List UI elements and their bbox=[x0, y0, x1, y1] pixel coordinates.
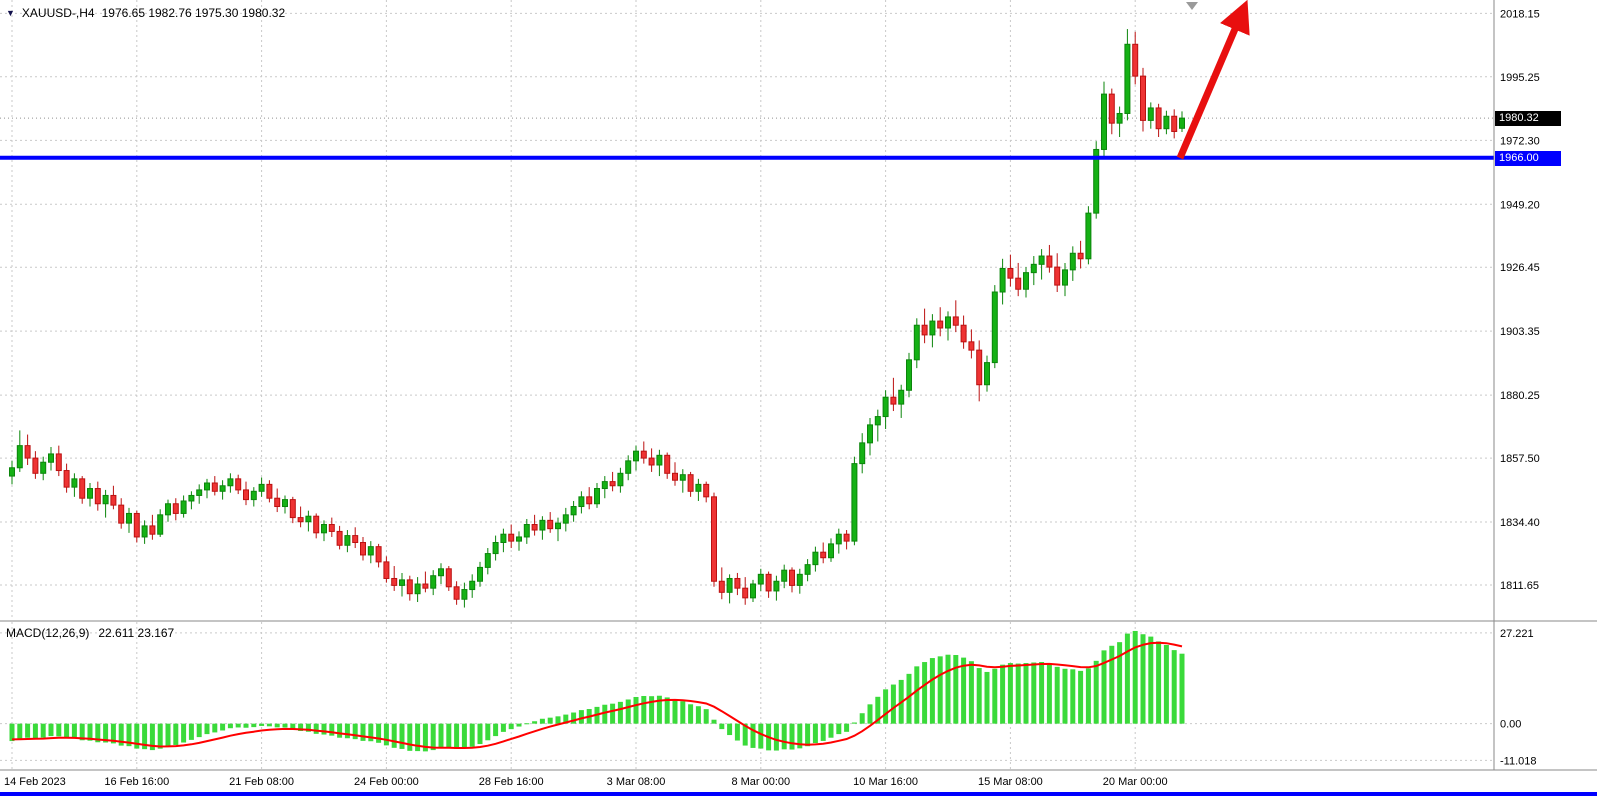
svg-text:1857.50: 1857.50 bbox=[1500, 453, 1540, 465]
chart-shift-marker-icon bbox=[1186, 2, 1198, 10]
macd-histogram bbox=[9, 630, 1185, 752]
time-axis[interactable] bbox=[0, 770, 1494, 794]
svg-text:16 Feb 16:00: 16 Feb 16:00 bbox=[104, 776, 169, 788]
symbol-period-label: XAUUSD-,H4 bbox=[21, 6, 95, 20]
grid-layer bbox=[0, 0, 1494, 769]
trend-arrow-object[interactable] bbox=[1176, 0, 1250, 160]
svg-text:8 Mar 00:00: 8 Mar 00:00 bbox=[731, 776, 790, 788]
svg-text:20 Mar 00:00: 20 Mar 00:00 bbox=[1103, 776, 1168, 788]
quick-trade-dropdown-icon[interactable]: ▼ bbox=[6, 8, 15, 18]
svg-text:10 Mar 16:00: 10 Mar 16:00 bbox=[853, 776, 918, 788]
window-bottom-border bbox=[0, 792, 1597, 796]
price-axis-labels: 2018.15 1995.25 1972.30 1949.20 1926.45 1903.… bbox=[1500, 8, 1540, 592]
macd-signal-line bbox=[11, 641, 1183, 749]
svg-text:1972.30: 1972.30 bbox=[1500, 135, 1540, 147]
svg-text:1880.25: 1880.25 bbox=[1500, 390, 1540, 402]
svg-text:21 Feb 08:00: 21 Feb 08:00 bbox=[229, 776, 294, 788]
svg-text:2018.15: 2018.15 bbox=[1500, 8, 1540, 20]
hline-price-badge: 1966.00 bbox=[1495, 151, 1561, 166]
svg-text:15 Mar 08:00: 15 Mar 08:00 bbox=[978, 776, 1043, 788]
svg-text:14 Feb 2023: 14 Feb 2023 bbox=[4, 776, 66, 788]
svg-text:1811.65: 1811.65 bbox=[1500, 580, 1539, 592]
macd-name-label: MACD(12,26,9) bbox=[6, 626, 90, 640]
time-axis-labels: 14 Feb 2023 16 Feb 16:00 21 Feb 08:00 24 Fe… bbox=[4, 776, 1168, 788]
svg-text:1903.35: 1903.35 bbox=[1500, 326, 1540, 338]
svg-text:0.00: 0.00 bbox=[1500, 719, 1521, 731]
current-price-badge: 1980.32 bbox=[1495, 111, 1561, 126]
ohlc-values-label: 1976.65 1982.76 1975.30 1980.32 bbox=[101, 6, 286, 20]
svg-text:28 Feb 16:00: 28 Feb 16:00 bbox=[479, 776, 544, 788]
svg-text:3 Mar 08:00: 3 Mar 08:00 bbox=[607, 776, 666, 788]
svg-text:27.221: 27.221 bbox=[1500, 628, 1534, 640]
candles-layer bbox=[9, 29, 1185, 608]
svg-text:1834.40: 1834.40 bbox=[1500, 517, 1540, 529]
macd-values-label: 22.611 23.167 bbox=[98, 626, 175, 640]
macd-indicator-label: MACD(12,26,9) 22.611 23.167 bbox=[6, 626, 174, 640]
svg-text:1949.20: 1949.20 bbox=[1500, 199, 1540, 211]
macd-axis-labels: 27.221 0.00 -11.018 bbox=[1500, 628, 1537, 767]
svg-text:1995.25: 1995.25 bbox=[1500, 72, 1540, 84]
svg-text:1926.45: 1926.45 bbox=[1500, 262, 1540, 274]
panel-separators bbox=[0, 0, 1597, 771]
svg-text:24 Feb 00:00: 24 Feb 00:00 bbox=[354, 776, 419, 788]
svg-text:-11.018: -11.018 bbox=[1500, 755, 1537, 767]
price-axis[interactable] bbox=[1494, 0, 1597, 770]
chart-info-bar: ▼ XAUUSD-,H4 1976.65 1982.76 1975.30 198… bbox=[6, 6, 285, 20]
